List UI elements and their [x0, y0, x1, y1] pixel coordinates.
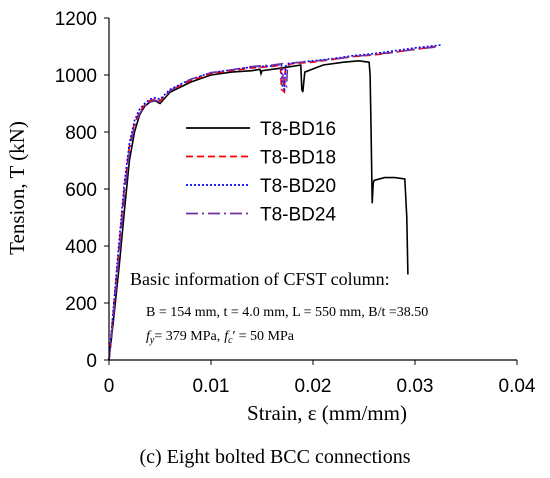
y-tick-label: 400 — [65, 237, 97, 258]
fc-symbol: f — [224, 329, 230, 344]
annotation-box: Basic information of CFST column: B = 15… — [130, 269, 428, 346]
fc-subscript: c — [228, 335, 233, 346]
fy-value: = 379 MPa, — [154, 329, 220, 344]
y-tick-label: 600 — [65, 180, 97, 201]
y-tick-label: 1000 — [55, 66, 97, 87]
legend-label: T8-BD24 — [260, 205, 336, 226]
fc-value: = 50 MPa — [239, 329, 295, 344]
x-tick-label: 0 — [104, 376, 115, 397]
fy-symbol: f — [146, 329, 152, 344]
y-tick-label: 1200 — [55, 9, 97, 30]
x-axis-title: Strain, ε (mm/mm) — [247, 401, 407, 425]
ticks-layer: 0 200 400 600 800 1000 1200 0 0.01 0.02 0.03 0.04 — [55, 9, 536, 397]
legend: T8-BD16 T8-BD18 T8-BD20 T8-BD24 — [186, 119, 336, 226]
y-axis-title: Tension, T (kN) — [5, 121, 29, 255]
legend-label: T8-BD20 — [260, 176, 336, 197]
x-tick-label: 0.02 — [295, 376, 332, 397]
series-line-t8-bd24 — [108, 46, 436, 361]
x-tick-label: 0.03 — [397, 376, 434, 397]
series-line-t8-bd18 — [108, 45, 436, 361]
x-tick-label: 0.04 — [499, 376, 536, 397]
series-layer — [108, 44, 441, 361]
x-tick-label: 0.01 — [193, 376, 230, 397]
legend-label: T8-BD16 — [260, 119, 336, 140]
y-tick-label: 200 — [65, 294, 97, 315]
series-line-t8-bd20 — [108, 44, 441, 361]
legend-label: T8-BD18 — [260, 148, 336, 169]
fc-prime: ′ — [233, 329, 236, 344]
y-tick-label: 800 — [65, 123, 97, 144]
annotation-heading: Basic information of CFST column: — [130, 269, 390, 289]
figure-caption: (c) Eight bolted BCC connections — [139, 446, 411, 468]
y-tick-label: 0 — [86, 351, 97, 372]
fy-subscript: y — [149, 335, 155, 346]
chart: 0 200 400 600 800 1000 1200 0 0.01 0.02 0.03 0.04 T… — [5, 9, 536, 425]
annotation-line-1: B = 154 mm, t = 4.0 mm, L = 550 mm, B/t … — [146, 305, 428, 320]
annotation-line-2: fy= 379 MPa, fc′ = 50 MPa — [146, 329, 295, 346]
